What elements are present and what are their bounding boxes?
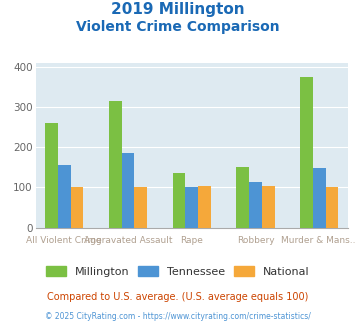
- Bar: [58, 165, 71, 228]
- Bar: [326, 187, 338, 228]
- Bar: [45, 123, 58, 228]
- Text: Rape: Rape: [180, 236, 203, 245]
- Text: Violent Crime Comparison: Violent Crime Comparison: [76, 20, 279, 34]
- Text: Compared to U.S. average. (U.S. average equals 100): Compared to U.S. average. (U.S. average …: [47, 292, 308, 302]
- Legend: Millington, Tennessee, National: Millington, Tennessee, National: [41, 261, 314, 281]
- Bar: [185, 187, 198, 228]
- Text: Robbery: Robbery: [237, 236, 274, 245]
- Bar: [236, 167, 249, 228]
- Bar: [313, 168, 326, 228]
- Text: Aggravated Assault: Aggravated Assault: [84, 236, 172, 245]
- Text: Murder & Mans...: Murder & Mans...: [280, 236, 355, 245]
- Bar: [262, 186, 274, 228]
- Text: 2019 Millington: 2019 Millington: [111, 2, 244, 16]
- Bar: [134, 187, 147, 228]
- Text: All Violent Crime: All Violent Crime: [26, 236, 102, 245]
- Bar: [173, 173, 185, 228]
- Bar: [249, 182, 262, 228]
- Bar: [121, 153, 134, 228]
- Bar: [71, 187, 83, 228]
- Text: © 2025 CityRating.com - https://www.cityrating.com/crime-statistics/: © 2025 CityRating.com - https://www.city…: [45, 312, 310, 321]
- Bar: [300, 77, 313, 228]
- Bar: [198, 186, 211, 228]
- Bar: [109, 101, 121, 228]
